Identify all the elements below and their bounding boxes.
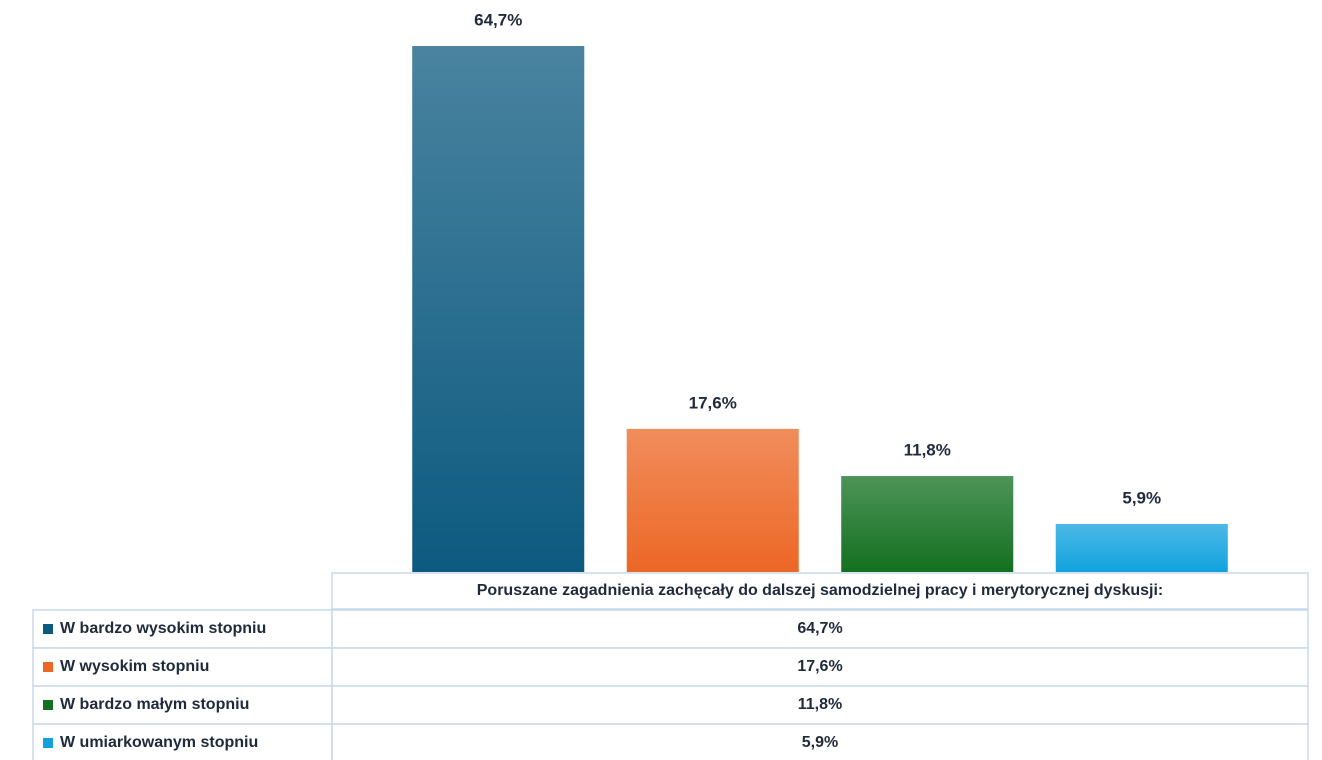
bar-sheen [841,476,1014,572]
table-legend-cell [32,609,333,649]
legend-label: W bardzo małym stopniu [60,696,249,713]
table-value: 5,9% [802,734,838,751]
legend-swatch [43,738,53,748]
table-value: 17,6% [797,658,842,675]
bar-sheen [626,428,799,572]
table-header-cell [331,572,1309,610]
table-value-cell [331,723,1309,760]
table-value-cell [331,685,1309,725]
data-label: 11,8% [904,441,951,460]
data-label: 5,9% [1122,489,1161,508]
legend-swatch [43,700,53,710]
legend-label: W bardzo wysokim stopniu [60,620,266,637]
category-label: Poruszane zagadnienia zachęcały do dalsz… [477,582,1163,599]
legend-swatch [43,662,53,672]
legend-label: W umiarkowanym stopniu [60,734,258,751]
bar-sheen [1055,524,1228,572]
table-value: 64,7% [797,620,842,637]
data-label: 64,7% [474,10,522,29]
table-legend-cell [32,647,333,687]
legend-swatch [43,624,53,634]
data-label: 17,6% [689,393,737,412]
table-value: 11,8% [798,696,842,713]
legend-label: W wysokim stopniu [60,658,209,675]
bar-sheen [412,45,585,572]
